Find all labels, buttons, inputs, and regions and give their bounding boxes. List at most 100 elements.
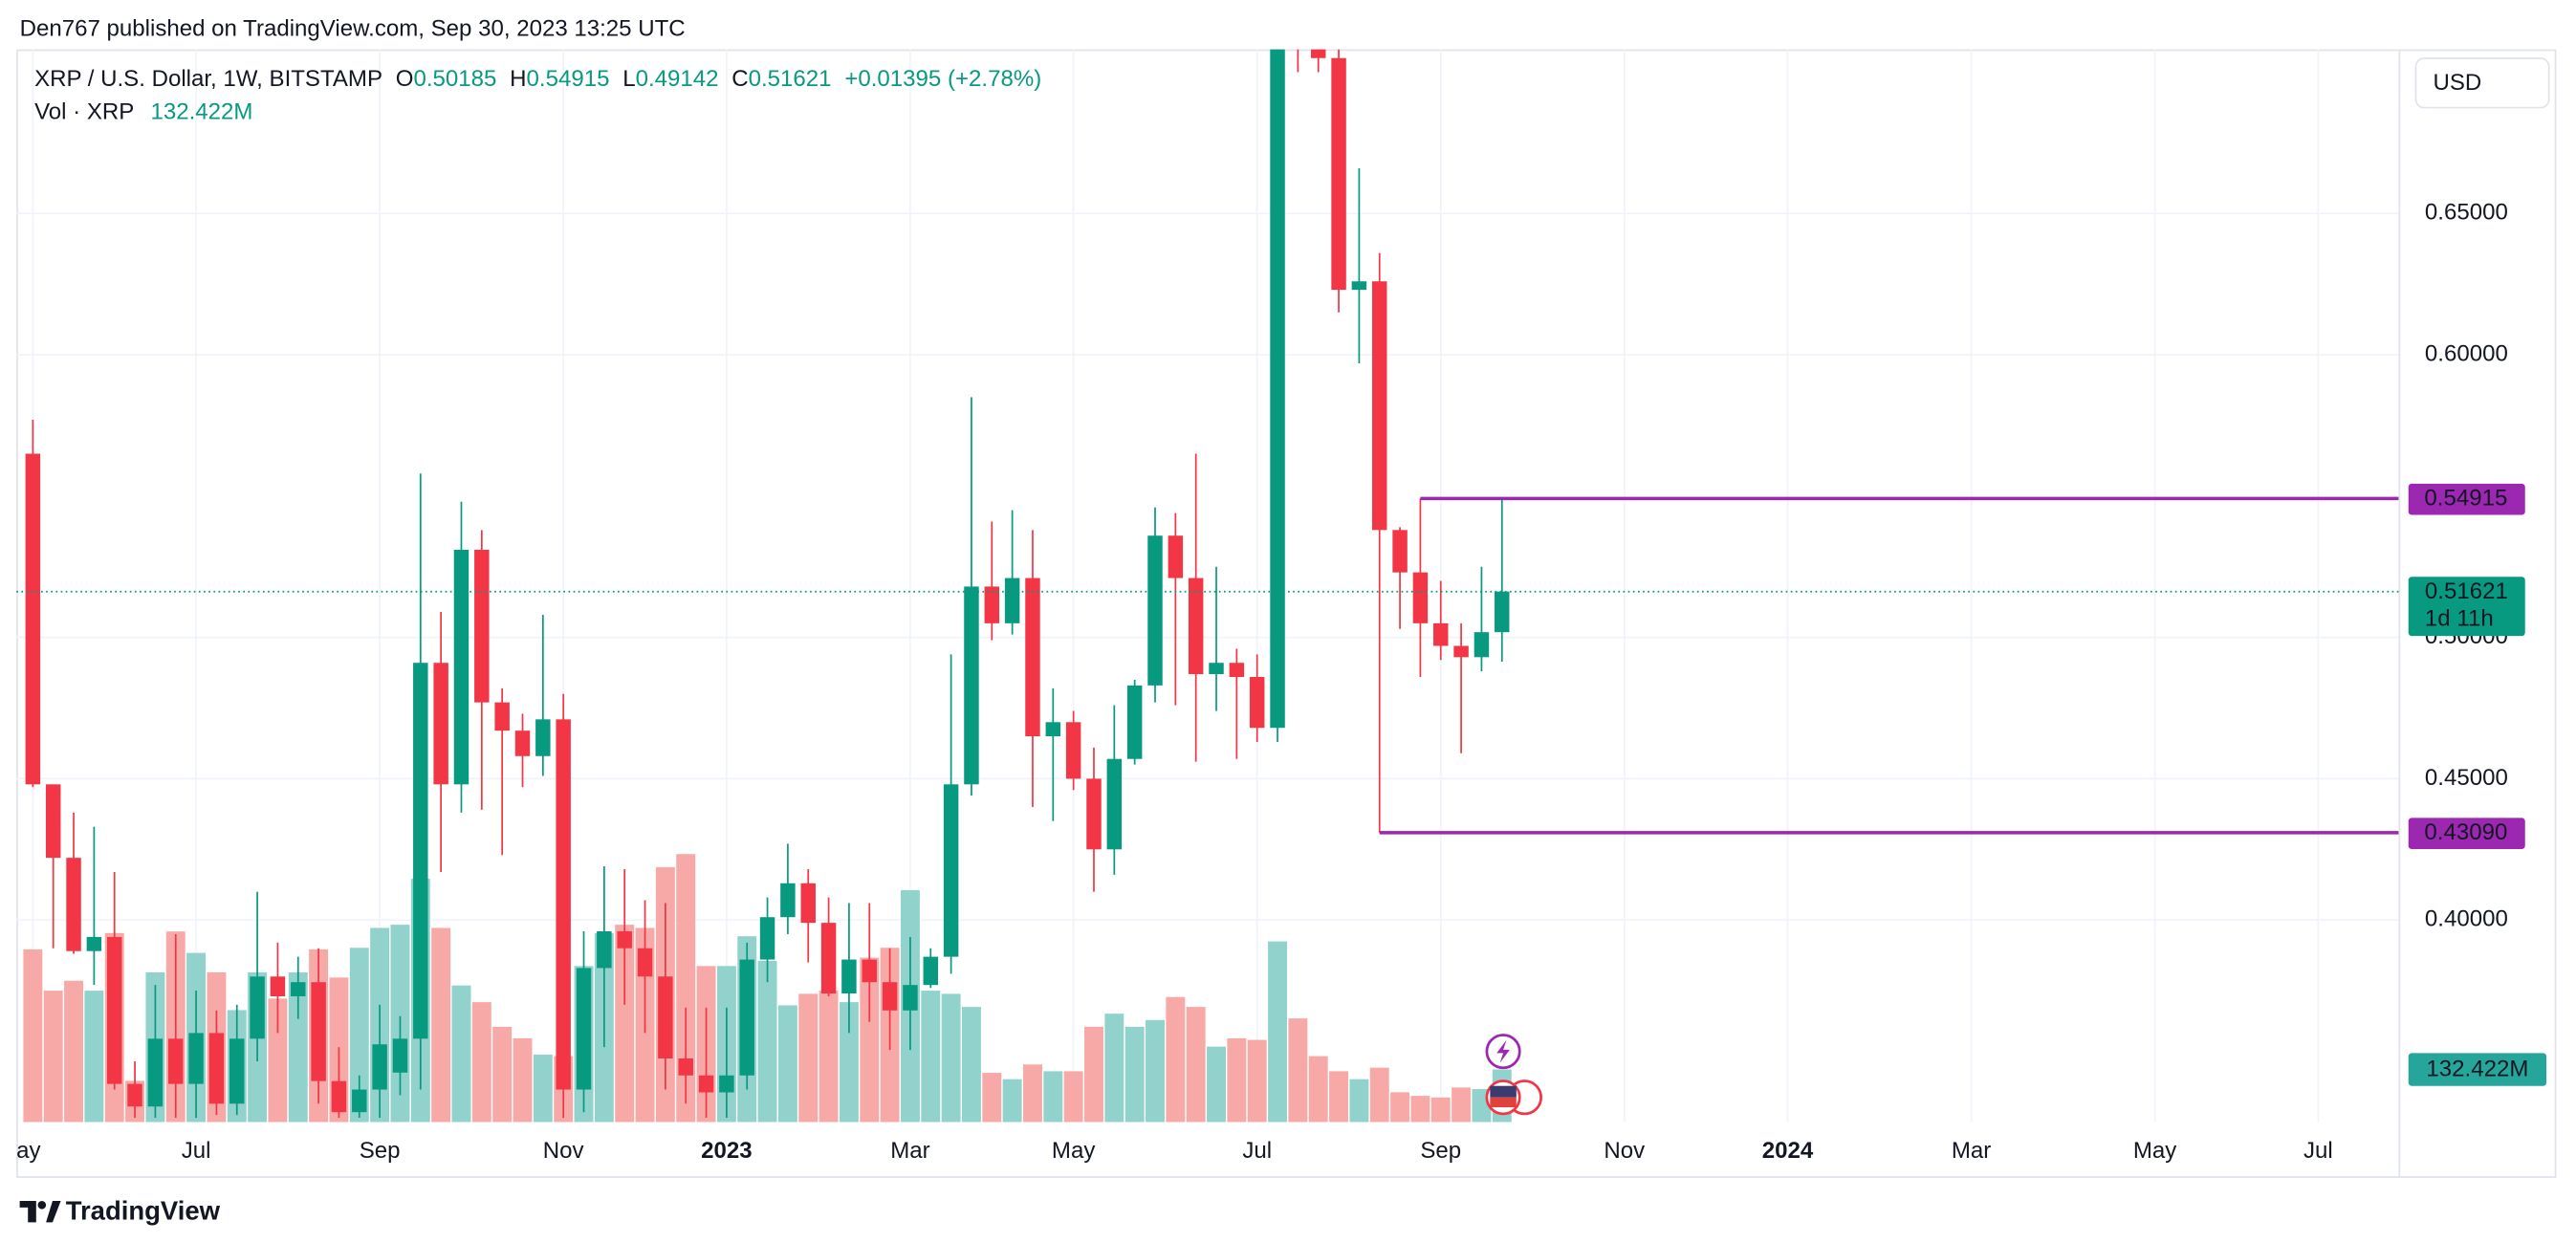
- candle-body: [250, 976, 265, 1039]
- overlay-layer: ay Jul Sep Nov 2023 Mar May Jul Sep Nov 2024 Mar May…: [16, 200, 2547, 1164]
- candle-layer: [25, 49, 1510, 1119]
- candle-body: [1045, 722, 1061, 737]
- key: C: [731, 67, 748, 93]
- candle-body: [719, 1075, 734, 1093]
- candle-body: [923, 956, 939, 986]
- candle-body: [168, 1038, 184, 1084]
- change: +0.01395 (+2.78%): [844, 67, 1041, 93]
- volume-bar: [1104, 1014, 1124, 1123]
- current-price-box: [2408, 577, 2525, 637]
- low-value: 0.49142: [636, 67, 719, 93]
- key: O: [396, 67, 414, 93]
- candle-body: [1086, 778, 1102, 850]
- key: L: [622, 67, 635, 93]
- volume-bar: [1023, 1064, 1042, 1123]
- candle-body: [1412, 572, 1429, 623]
- line-price-label: 0.43090: [2424, 819, 2507, 845]
- volume-bar: [1369, 1067, 1389, 1123]
- currency-button[interactable]: [2414, 57, 2550, 109]
- candle-body: [453, 550, 469, 785]
- volume-bar: [982, 1073, 1002, 1123]
- volume-bar: [43, 991, 63, 1123]
- candle-body: [739, 959, 754, 1076]
- volume-bar: [1002, 1079, 1022, 1123]
- volume-bar: [961, 1007, 981, 1123]
- candle-body: [1351, 281, 1367, 291]
- candle-body: [433, 663, 448, 785]
- candle-body: [1229, 663, 1245, 678]
- candle-body: [1495, 591, 1510, 633]
- candle-body: [352, 1089, 367, 1113]
- line-price-label: 0.54915: [2424, 486, 2507, 512]
- logo-part: [46, 1200, 61, 1223]
- candle-body: [311, 982, 326, 1081]
- x-tick-label: 2023: [701, 1138, 753, 1164]
- candle-body: [1106, 758, 1123, 850]
- candle-body: [270, 976, 286, 996]
- candle-body: [862, 959, 877, 983]
- candle-body: [494, 702, 510, 731]
- volume-title: Vol · XRP: [34, 99, 134, 125]
- volume-bar: [777, 1005, 797, 1123]
- volume-bar: [492, 1026, 513, 1123]
- volume-bar: [676, 854, 696, 1123]
- volume-bar: [1452, 1087, 1472, 1123]
- candle-body: [514, 731, 531, 756]
- volume-bar: [1410, 1096, 1430, 1123]
- open-value: 0.50185: [413, 67, 496, 93]
- x-tick-label: 2024: [1762, 1138, 1814, 1164]
- candle-body: [820, 923, 837, 994]
- published-line: Den767 published on TradingView.com, Sep…: [20, 15, 686, 41]
- high-value: 0.54915: [527, 67, 610, 93]
- candle-body: [331, 1080, 347, 1113]
- volume-bar: [1186, 1007, 1206, 1123]
- candle-body: [229, 1038, 245, 1104]
- current-price-label: 0.51621: [2425, 578, 2508, 604]
- candle-body: [1168, 535, 1184, 578]
- candle-body: [1392, 530, 1408, 573]
- candle-body: [372, 1044, 387, 1090]
- candle-body: [780, 883, 796, 918]
- candle-body: [45, 784, 61, 859]
- close-value: 0.51621: [749, 67, 832, 93]
- volume-bar: [1390, 1092, 1410, 1123]
- candle-body: [188, 1033, 204, 1084]
- candle-body: [658, 976, 673, 1059]
- candle-body: [678, 1058, 693, 1076]
- candle-body: [1065, 722, 1081, 779]
- volume-bar: [451, 985, 471, 1123]
- candle-body: [964, 586, 979, 785]
- candle-body: [474, 550, 490, 703]
- volume-bar: [1227, 1037, 1247, 1123]
- volume-value: 132.422M: [151, 99, 253, 125]
- x-tick-label: May: [1052, 1138, 1095, 1164]
- candle-body: [617, 931, 632, 949]
- x-tick-label: ay: [16, 1138, 40, 1164]
- candle-body: [1025, 578, 1040, 737]
- volume-bar: [349, 948, 369, 1123]
- volume-bar: [1430, 1097, 1451, 1123]
- candle-body: [208, 1033, 225, 1104]
- candle-body: [1004, 578, 1020, 623]
- volume-bar: [1329, 1071, 1349, 1123]
- candle-body: [1209, 663, 1224, 675]
- candle-body: [556, 719, 571, 1090]
- volume-bar: [533, 1054, 553, 1123]
- volume-bar: [1247, 1039, 1267, 1123]
- candle-body: [1372, 281, 1387, 531]
- key: H: [510, 67, 526, 93]
- x-tick-label: Sep: [360, 1138, 401, 1164]
- volume-axis-label: 132.422M: [2426, 1057, 2528, 1082]
- candle-body: [759, 917, 775, 960]
- volume-bar: [798, 993, 819, 1123]
- candle-body: [1126, 685, 1143, 759]
- x-tick-label: Mar: [1952, 1138, 1991, 1164]
- volume-bar: [513, 1037, 533, 1123]
- candle-body: [147, 1038, 164, 1107]
- x-tick-label: May: [2133, 1138, 2176, 1164]
- volume-bar: [839, 1002, 859, 1123]
- volume-bar: [1084, 1026, 1103, 1123]
- candle-body: [1249, 677, 1265, 729]
- candle-body: [1270, 49, 1285, 729]
